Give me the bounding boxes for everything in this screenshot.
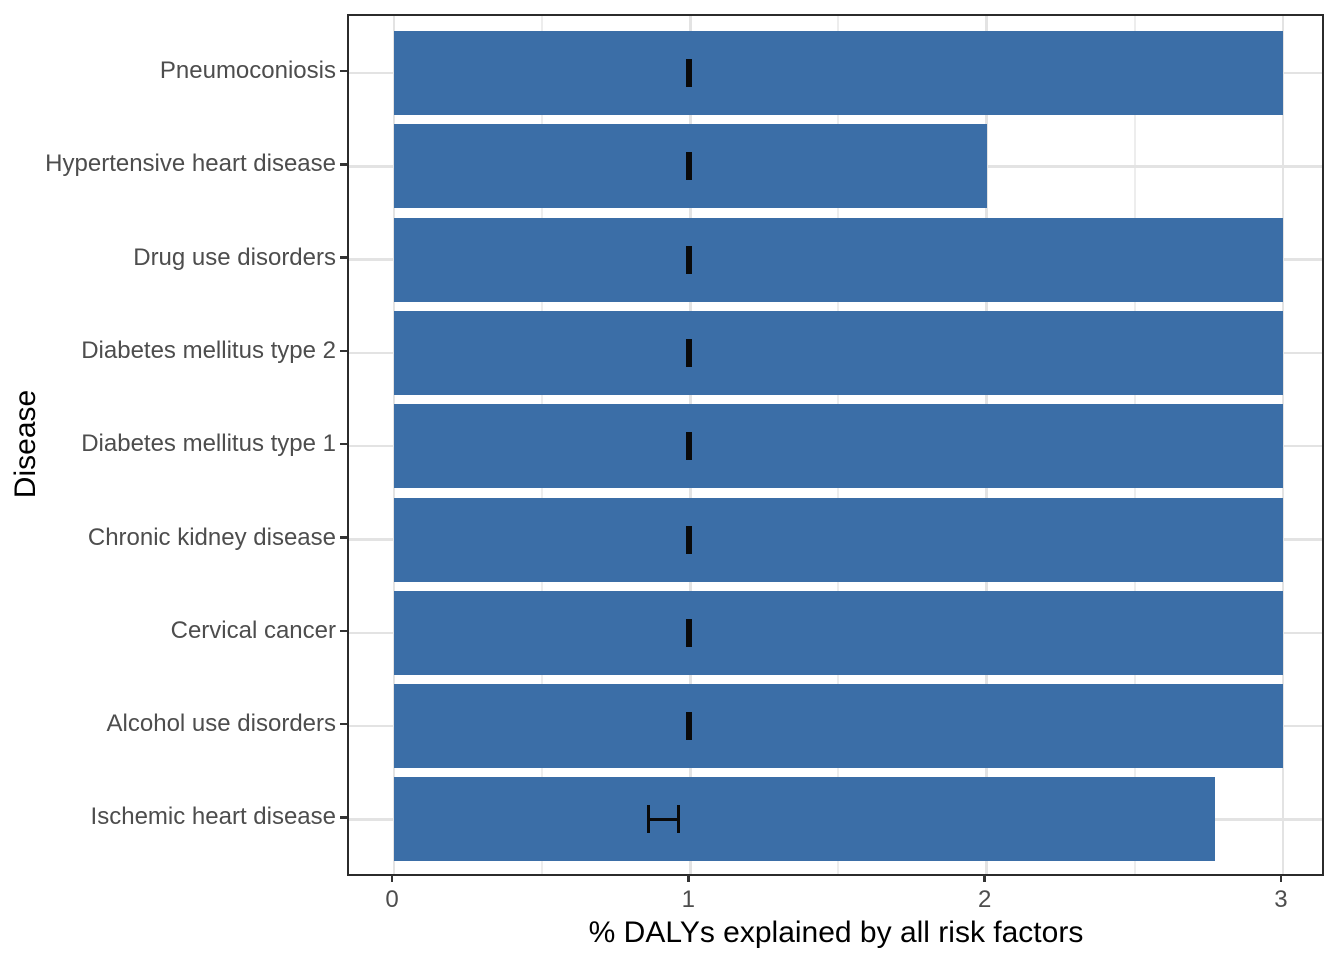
bar bbox=[394, 497, 1283, 582]
error-bar-cap bbox=[685, 245, 689, 274]
y-tick-label: Chronic kidney disease bbox=[87, 523, 336, 551]
error-bar-cap bbox=[685, 525, 689, 554]
error-bar-cap bbox=[647, 805, 651, 834]
error-bar-cap bbox=[688, 712, 692, 741]
y-tick bbox=[340, 69, 347, 73]
bar bbox=[394, 217, 1283, 302]
y-tick bbox=[340, 163, 347, 166]
y-tick bbox=[340, 256, 347, 259]
y-tick bbox=[340, 442, 347, 446]
error-bar-cap bbox=[688, 432, 692, 461]
y-tick-label: Hypertensive heart disease bbox=[45, 150, 336, 178]
error-bar-cap bbox=[688, 59, 692, 87]
error-bar-cap bbox=[688, 525, 692, 554]
y-tick bbox=[340, 536, 347, 539]
x-tick bbox=[390, 875, 394, 882]
y-tick-label: Pneumoconiosis bbox=[159, 57, 336, 84]
y-tick bbox=[340, 349, 347, 353]
error-bar-cap bbox=[676, 805, 680, 834]
error-bar-cap bbox=[685, 712, 689, 741]
y-tick-label: Ischemic heart disease bbox=[90, 803, 336, 831]
x-tick-label: 3 bbox=[1274, 886, 1288, 913]
y-tick bbox=[340, 629, 347, 633]
x-tick bbox=[983, 875, 986, 882]
bar bbox=[394, 590, 1283, 675]
error-bar-cap bbox=[688, 618, 692, 647]
x-axis-title: % DALYs explained by all risk factors bbox=[588, 916, 1084, 949]
x-tick-label: 1 bbox=[681, 886, 695, 913]
error-bar-line bbox=[648, 817, 679, 821]
error-bar-cap bbox=[685, 338, 689, 367]
y-tick-label: Drug use disorders bbox=[133, 243, 336, 271]
bar bbox=[394, 310, 1283, 395]
error-bar-cap bbox=[685, 432, 689, 461]
error-bar-cap bbox=[688, 152, 692, 181]
x-tick-label: 2 bbox=[977, 886, 992, 913]
error-bar-cap bbox=[685, 618, 689, 647]
x-tick-label: 0 bbox=[385, 886, 399, 913]
y-tick-label: Diabetes mellitus type 1 bbox=[81, 430, 336, 458]
bar bbox=[394, 777, 1215, 862]
x-tick bbox=[687, 875, 690, 882]
bar bbox=[394, 684, 1283, 769]
bar bbox=[394, 31, 1283, 115]
bar bbox=[394, 404, 1283, 489]
y-tick bbox=[340, 816, 347, 819]
y-tick bbox=[340, 722, 347, 726]
y-tick-label: Diabetes mellitus type 2 bbox=[81, 336, 336, 364]
error-bar-cap bbox=[685, 152, 689, 181]
error-bar-cap bbox=[688, 338, 692, 367]
x-tick bbox=[1279, 875, 1283, 882]
y-tick-label: Alcohol use disorders bbox=[106, 710, 336, 738]
error-bar-cap bbox=[688, 245, 692, 274]
y-tick-label: Cervical cancer bbox=[170, 616, 336, 644]
error-bar-cap bbox=[685, 59, 689, 87]
chart-panel bbox=[347, 14, 1324, 876]
